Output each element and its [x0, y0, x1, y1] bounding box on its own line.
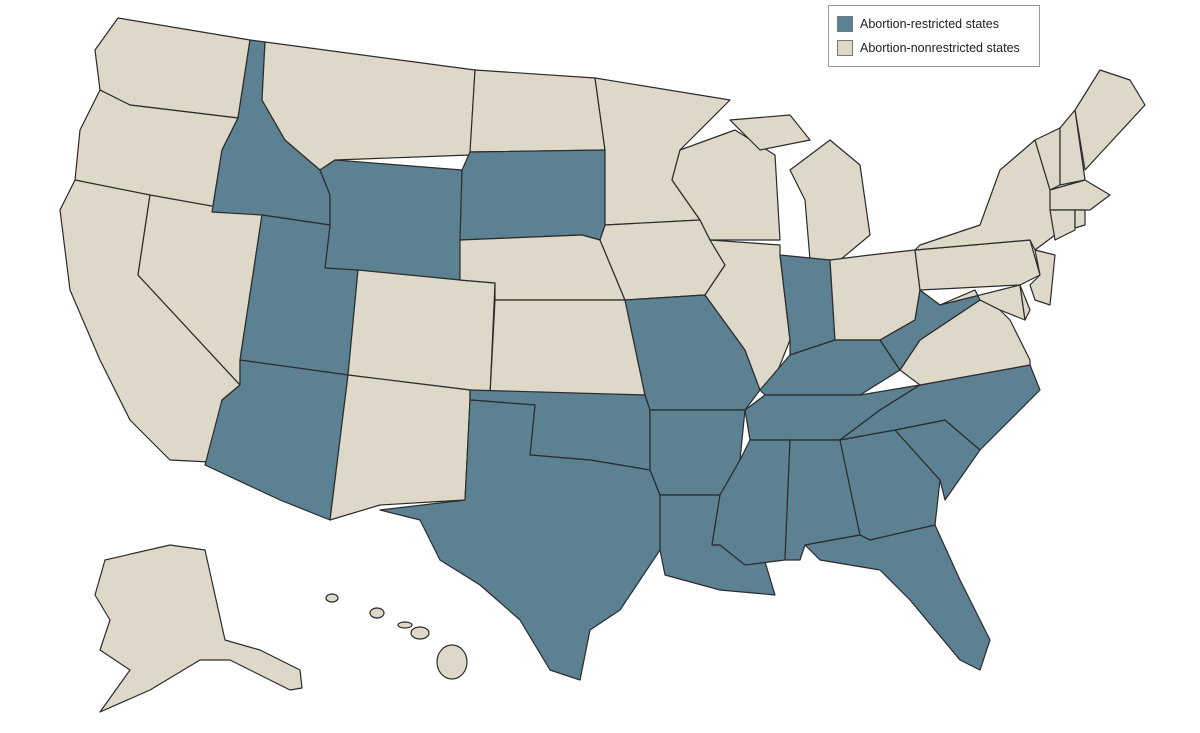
- state-wyoming: [319, 159, 463, 281]
- state-delaware: [1019, 284, 1031, 321]
- state-florida: [804, 524, 991, 671]
- legend: Abortion-restricted states Abortion-nonr…: [828, 5, 1040, 67]
- state-hawaii-molokai: [397, 621, 413, 629]
- legend-item-restricted: Abortion-restricted states: [837, 12, 1031, 36]
- state-south-dakota: [459, 149, 606, 241]
- state-massachusetts: [1049, 179, 1111, 211]
- state-hawaii-maui: [410, 626, 430, 640]
- legend-nonrestricted-label: Abortion-nonrestricted states: [860, 41, 1020, 55]
- state-connecticut: [1049, 209, 1076, 241]
- state-michigan: [789, 139, 871, 261]
- nonrestricted-swatch: [837, 40, 853, 56]
- state-texas: [379, 399, 661, 681]
- state-hawaii-oahu: [325, 593, 339, 603]
- state-kansas: [489, 299, 646, 396]
- state-alaska: [94, 544, 303, 713]
- state-hawaii-big-island: [436, 644, 468, 680]
- state-north-dakota: [469, 69, 606, 153]
- state-new-york: [914, 139, 1056, 251]
- legend-restricted-label: Abortion-restricted states: [860, 17, 999, 31]
- state-wisconsin: [671, 129, 781, 241]
- legend-item-nonrestricted: Abortion-nonrestricted states: [837, 36, 1031, 60]
- restricted-swatch: [837, 16, 853, 32]
- state-michigan-upper: [729, 114, 811, 151]
- state-hawaii-kauai: [369, 607, 385, 619]
- state-new-jersey: [1029, 249, 1056, 306]
- state-maine: [1074, 69, 1146, 171]
- state-new-mexico: [329, 374, 471, 521]
- state-rhode-island: [1074, 209, 1086, 229]
- state-colorado: [347, 269, 496, 396]
